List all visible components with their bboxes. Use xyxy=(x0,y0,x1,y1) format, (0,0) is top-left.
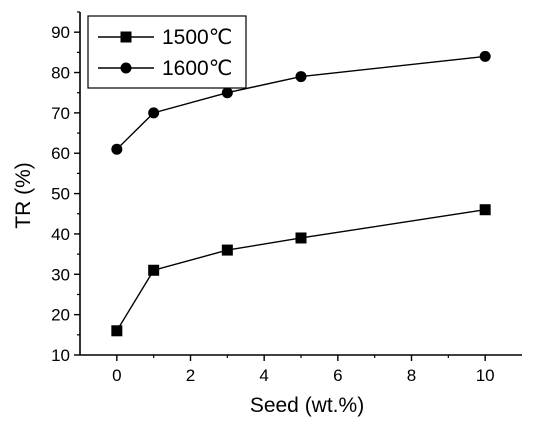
data-point xyxy=(221,244,233,256)
legend-label: 1600℃ xyxy=(162,57,232,80)
data-point xyxy=(221,87,233,99)
data-point xyxy=(479,50,491,62)
y-tick-label: 90 xyxy=(51,23,70,42)
y-tick-label: 30 xyxy=(51,265,70,284)
x-tick-label: 6 xyxy=(333,366,342,385)
x-axis-title: Seed (wt.%) xyxy=(250,394,364,417)
legend-box xyxy=(87,15,247,89)
legend: 1500℃ 1600℃ xyxy=(87,15,247,89)
data-point xyxy=(148,107,160,119)
series-line xyxy=(116,209,486,332)
series-1500 xyxy=(111,204,491,337)
legend-marker xyxy=(120,62,132,74)
legend-item: 1500℃ xyxy=(98,26,232,49)
y-tick-label: 50 xyxy=(51,185,70,204)
y-tick-label: 40 xyxy=(51,225,70,244)
y-axis-title: TR (%) xyxy=(12,162,35,229)
y-tick-label: 80 xyxy=(51,64,70,83)
data-point xyxy=(148,264,160,276)
x-axis-ticks: 0 2 4 6 8 10 xyxy=(112,355,495,385)
series-layer xyxy=(111,50,491,337)
x-tick-label: 8 xyxy=(407,366,416,385)
x-tick-label: 2 xyxy=(186,366,195,385)
data-point xyxy=(111,325,123,337)
data-point xyxy=(479,204,491,216)
legend-label: 1500℃ xyxy=(162,26,232,49)
legend-item: 1600℃ xyxy=(98,57,232,80)
y-tick-label: 60 xyxy=(51,144,70,163)
y-tick-label: 10 xyxy=(51,346,70,365)
series-1600 xyxy=(111,50,491,155)
y-tick-label: 20 xyxy=(51,306,70,325)
data-point xyxy=(295,232,307,244)
y-tick-label: 70 xyxy=(51,104,70,123)
y-axis-ticks: 10 20 30 40 50 60 70 80 90 xyxy=(51,11,80,365)
data-point xyxy=(295,71,307,83)
legend-marker xyxy=(120,31,132,43)
x-tick-label: 0 xyxy=(112,366,121,385)
x-tick-label: 10 xyxy=(476,366,495,385)
data-point xyxy=(111,143,123,155)
x-tick-label: 4 xyxy=(259,366,268,385)
